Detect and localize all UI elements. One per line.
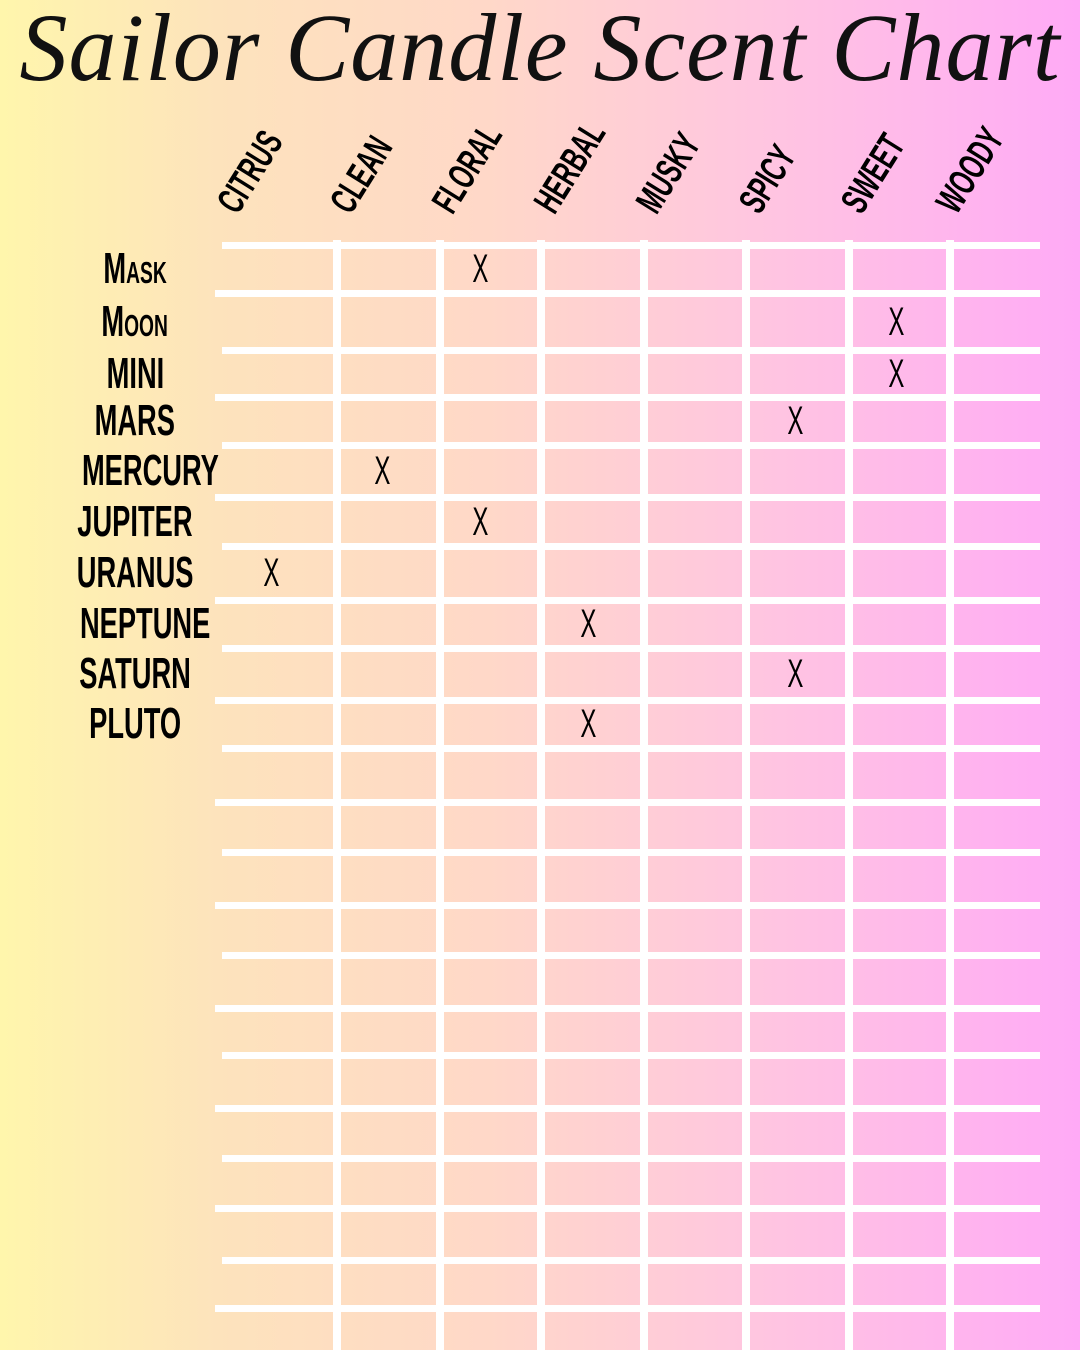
grid-vline [537, 240, 545, 1350]
grid-hline [222, 645, 1040, 652]
grid-hline [222, 952, 1040, 959]
grid-hline [222, 1155, 1040, 1162]
row-label: JUPITER [77, 496, 193, 546]
grid-hline [222, 1257, 1040, 1264]
grid-hline [215, 799, 1040, 806]
scent-mark: X [472, 247, 489, 291]
row-label: MERCURY [81, 446, 219, 495]
grid-hline [222, 745, 1040, 752]
column-header-sweet: SWEET [833, 84, 941, 221]
grid-vline [436, 240, 444, 1350]
grid-hline [215, 597, 1040, 604]
scent-mark: X [787, 399, 804, 443]
grid-hline [222, 242, 1040, 249]
grid-hline [215, 394, 1040, 401]
row-label: SATURN [79, 649, 191, 698]
grid-vline [333, 240, 341, 1350]
grid-hline [215, 290, 1040, 297]
column-header-label: WOODY [928, 120, 1013, 221]
grid-hline [222, 543, 1040, 550]
grid-hline [215, 494, 1040, 501]
grid-hline [222, 442, 1040, 449]
scent-mark: X [888, 351, 905, 396]
grid-hline [215, 1005, 1040, 1012]
grid-vline [742, 240, 750, 1350]
column-header-label: CLEAN [322, 129, 401, 221]
grid-hline [215, 902, 1040, 909]
grid-hline [222, 347, 1040, 354]
scent-mark: X [580, 602, 597, 646]
scent-mark: X [888, 299, 905, 344]
scent-mark: X [374, 449, 391, 493]
column-header-label: MUSKY [628, 126, 710, 221]
scent-mark: X [580, 702, 597, 746]
grid-hline [215, 1205, 1040, 1212]
column-header-spicy: SPICY [731, 101, 828, 221]
grid-hline [215, 697, 1040, 704]
column-header-label: FLORAL [424, 117, 511, 221]
scent-mark: X [787, 652, 804, 696]
column-header-label: SPICY [731, 138, 805, 221]
scent-mark: X [472, 499, 489, 544]
chart-title: Sailor Candle Scent Chart [19, 0, 1061, 101]
grid-hline [215, 1305, 1040, 1312]
column-header-label: SWEET [833, 127, 914, 221]
grid-vline [845, 240, 853, 1350]
scent-mark: X [262, 551, 280, 595]
column-header-clean: CLEAN [322, 87, 428, 221]
row-label: MINI [106, 348, 164, 398]
grid-hline [215, 1105, 1040, 1112]
row-label: Moon [101, 296, 169, 346]
grid-vline [640, 240, 648, 1350]
column-header-label: CITRUS [209, 123, 292, 221]
row-label: NEPTUNE [79, 599, 211, 648]
grid-vline [946, 240, 954, 1350]
row-label: MARS [94, 396, 176, 445]
row-label: PLUTO [89, 699, 181, 748]
grid-hline [222, 1052, 1040, 1059]
grid-hline [222, 849, 1040, 856]
row-label: URANUS [76, 548, 194, 597]
column-header-label: HERBAL [526, 114, 614, 221]
row-label: Mask [103, 244, 167, 293]
